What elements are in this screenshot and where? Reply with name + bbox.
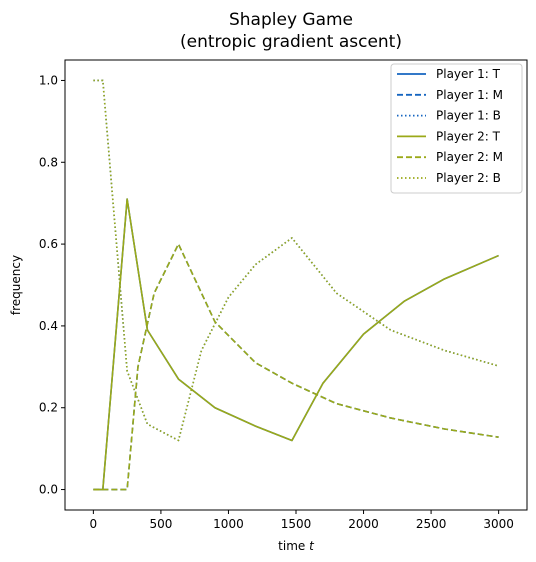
y-axis-label: frequency — [9, 255, 23, 315]
legend-label: Player 1: M — [436, 88, 503, 102]
x-tick-label: 500 — [149, 517, 172, 531]
legend-box — [390, 63, 523, 194]
chart-title-line1: Shapley Game — [229, 10, 353, 30]
x-tick-label: 1500 — [281, 517, 312, 531]
y-tick-label: 0.6 — [39, 237, 58, 251]
series-line-5 — [93, 243, 499, 491]
x-tick-label: 1000 — [213, 517, 244, 531]
chart-title-line2: (entropic gradient ascent) — [180, 32, 402, 52]
y-tick-label: 0.8 — [39, 155, 58, 169]
x-tick-label: 0 — [90, 517, 98, 531]
legend-label: Player 2: B — [436, 171, 501, 185]
legend-label: Player 2: T — [436, 129, 501, 143]
x-tick-label: 2500 — [416, 517, 447, 531]
legend-label: Player 2: M — [436, 150, 503, 164]
legend-label: Player 1: T — [436, 67, 501, 81]
series-lines — [93, 79, 499, 491]
y-tick-label: 1.0 — [39, 73, 58, 87]
legend-label: Player 1: B — [436, 109, 501, 123]
y-tick-label: 0.4 — [39, 319, 58, 333]
y-axis: 0.0 0.2 0.4 0.6 0.8 1.0 — [39, 73, 65, 497]
x-tick-label: 3000 — [483, 517, 514, 531]
series-line-6 — [93, 79, 499, 442]
x-axis-label: time t — [278, 539, 315, 553]
series-line-4 — [93, 198, 499, 491]
y-tick-label: 0.2 — [39, 401, 58, 415]
x-tick-label: 2000 — [348, 517, 379, 531]
y-tick-label: 0.0 — [39, 483, 58, 497]
x-axis: 0 500 1000 1500 2000 2500 3000 — [90, 510, 514, 531]
legend: Player 1: T Player 1: M Player 1: B Player … — [390, 63, 523, 194]
